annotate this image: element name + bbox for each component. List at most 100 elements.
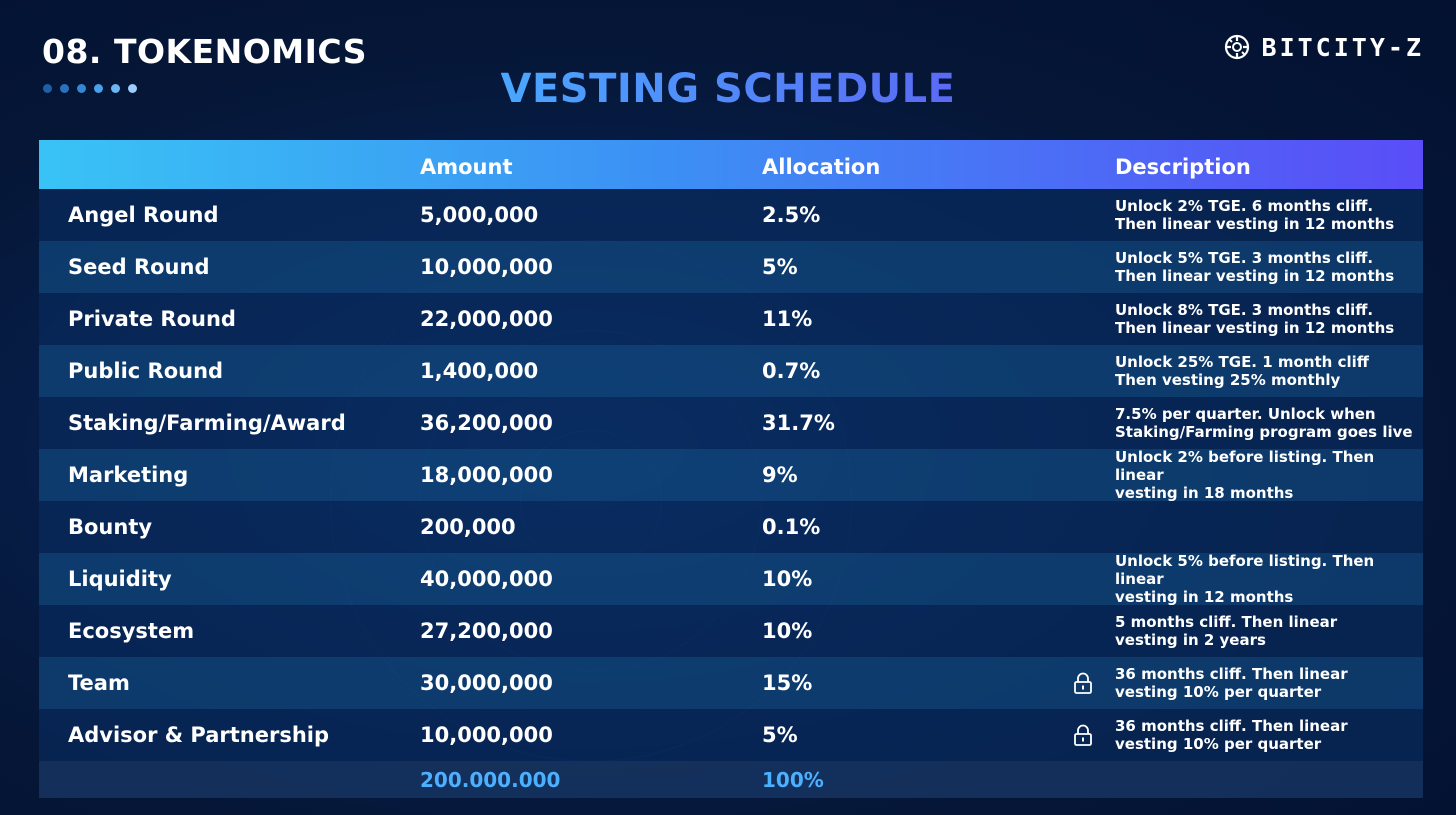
title-dot (77, 84, 86, 93)
row-amount: 40,000,000 (420, 567, 553, 591)
brand-name: BITCITY-Z (1261, 32, 1424, 62)
header-name (39, 140, 420, 189)
row-description: 36 months cliff. Then linear vesting 10% … (1067, 657, 1423, 709)
description-lines: 7.5% per quarter. Unlock when Staking/Far… (1115, 405, 1413, 441)
table-row: Public Round 1,400,000 0.7% Unlock 25% TGE.… (39, 345, 1423, 397)
header-description: Description (1115, 155, 1251, 179)
description-line-2: Then linear vesting in 12 months (1115, 267, 1395, 285)
row-amount: 10,000,000 (420, 255, 553, 279)
description-line-1: Unlock 25% TGE. 1 month cliff (1115, 353, 1369, 371)
description-line-1: Unlock 5% before listing. Then linear (1115, 552, 1375, 588)
total-description-cell (1067, 761, 1423, 798)
brand-logo: BITCITY-Z (1222, 32, 1424, 62)
description-line-2: vesting 10% per quarter (1115, 735, 1322, 753)
row-allocation: 15% (762, 671, 813, 695)
description-line-1: 5 months cliff. Then linear (1115, 613, 1338, 631)
row-allocation: 9% (762, 463, 798, 487)
table-row: Team 30,000,000 15% 36 months cliff. Then l… (39, 657, 1423, 709)
row-name: Staking/Farming/Award (68, 411, 346, 435)
row-allocation: 11% (762, 307, 813, 331)
row-name: Seed Round (68, 255, 210, 279)
row-name: Advisor & Partnership (68, 723, 330, 747)
total-amount: 200.000.000 (420, 767, 561, 792)
table-row: Staking/Farming/Award 36,200,000 31.7% 7.5%… (39, 397, 1423, 449)
table-row: Seed Round 10,000,000 5% Unlock 5% TGE. 3 m… (39, 241, 1423, 293)
title-dot (94, 84, 103, 93)
table-body: Angel Round 5,000,000 2.5% Unlock 2% TGE. 6… (39, 189, 1423, 761)
row-description (1067, 501, 1423, 553)
subtitle-text: VESTING SCHEDULE (500, 66, 956, 112)
description-line-1: 36 months cliff. Then linear (1115, 717, 1348, 735)
row-allocation: 0.1% (762, 515, 821, 539)
row-name: Team (68, 671, 130, 695)
description-line-1: Unlock 8% TGE. 3 months cliff. (1115, 301, 1374, 319)
row-description: Unlock 5% TGE. 3 months cliff. Then linea… (1067, 241, 1423, 293)
description-lines: Unlock 8% TGE. 3 months cliff. Then linea… (1115, 301, 1394, 337)
title-dot (43, 84, 52, 93)
lock-icon (1074, 724, 1092, 746)
row-allocation: 10% (762, 567, 813, 591)
table-row: Angel Round 5,000,000 2.5% Unlock 2% TGE. 6… (39, 189, 1423, 241)
row-name: Public Round (68, 359, 224, 383)
row-allocation: 31.7% (762, 411, 835, 435)
description-line-1: Unlock 2% before listing. Then linear (1115, 448, 1375, 484)
description-lines: Unlock 5% before listing. Then linear ves… (1115, 552, 1423, 606)
row-amount: 27,200,000 (420, 619, 553, 643)
total-label-cell (39, 761, 420, 798)
description-lines: Unlock 2% TGE. 6 months cliff. Then linea… (1115, 197, 1394, 233)
description-line-2: Then linear vesting in 12 months (1115, 215, 1395, 233)
row-name: Marketing (68, 463, 189, 487)
row-description: 5 months cliff. Then linear vesting in 2 … (1067, 605, 1423, 657)
description-lines: 36 months cliff. Then linear vesting 10% … (1115, 717, 1348, 753)
title-dots (43, 84, 137, 93)
row-description: Unlock 2% before listing. Then linear ves… (1067, 448, 1423, 502)
vesting-table: Amount Allocation Description Angel Roun… (39, 140, 1423, 798)
table-row: Ecosystem 27,200,000 10% 5 months cliff. Th… (39, 605, 1423, 657)
description-line-2: vesting in 12 months (1115, 588, 1294, 606)
row-allocation: 5% (762, 255, 798, 279)
row-name: Liquidity (68, 567, 172, 591)
row-amount: 30,000,000 (420, 671, 553, 695)
description-lines: Unlock 2% before listing. Then linear ves… (1115, 448, 1423, 502)
description-lines: 36 months cliff. Then linear vesting 10% … (1115, 665, 1348, 701)
row-description: Unlock 8% TGE. 3 months cliff. Then linea… (1067, 293, 1423, 345)
description-line-2: vesting in 2 years (1115, 631, 1266, 649)
description-line-1: Unlock 5% TGE. 3 months cliff. (1115, 249, 1374, 267)
table-row: Private Round 22,000,000 11% Unlock 8% TGE.… (39, 293, 1423, 345)
description-line-2: vesting 10% per quarter (1115, 683, 1322, 701)
description-lines: Unlock 5% TGE. 3 months cliff. Then linea… (1115, 249, 1394, 285)
row-description: Unlock 5% before listing. Then linear ves… (1067, 552, 1423, 606)
row-allocation: 5% (762, 723, 798, 747)
row-description: 36 months cliff. Then linear vesting 10% … (1067, 709, 1423, 761)
row-description: 7.5% per quarter. Unlock when Staking/Far… (1067, 397, 1423, 449)
row-name: Ecosystem (68, 619, 195, 643)
header-allocation: Allocation (762, 155, 881, 179)
table-row: Bounty 200,000 0.1% (39, 501, 1423, 553)
section-subtitle: VESTING SCHEDULE (0, 64, 1456, 114)
row-amount: 36,200,000 (420, 411, 553, 435)
lock-icon (1074, 672, 1092, 694)
row-name: Angel Round (68, 203, 219, 227)
row-description: Unlock 2% TGE. 6 months cliff. Then linea… (1067, 189, 1423, 241)
description-lines: Unlock 25% TGE. 1 month cliff Then vestin… (1115, 353, 1369, 389)
table-row: Advisor & Partnership 10,000,000 5% 36 mont… (39, 709, 1423, 761)
header-amount: Amount (420, 155, 513, 179)
table-row: Liquidity 40,000,000 10% Unlock 5% before l… (39, 552, 1423, 606)
row-amount: 10,000,000 (420, 723, 553, 747)
title-dot (128, 84, 137, 93)
row-amount: 1,400,000 (420, 359, 539, 383)
row-amount: 5,000,000 (420, 203, 539, 227)
total-allocation: 100% (762, 767, 824, 792)
description-line-1: 7.5% per quarter. Unlock when (1115, 405, 1376, 423)
table-total-row: 200.000.000 100% (39, 761, 1423, 798)
row-allocation: 0.7% (762, 359, 821, 383)
description-line-2: Staking/Farming program goes live (1115, 423, 1413, 441)
description-lines: 5 months cliff. Then linear vesting in 2 … (1115, 613, 1337, 649)
description-line-2: Then linear vesting in 12 months (1115, 319, 1395, 337)
row-allocation: 10% (762, 619, 813, 643)
row-allocation: 2.5% (762, 203, 821, 227)
row-name: Bounty (68, 515, 153, 539)
table-row: Marketing 18,000,000 9% Unlock 2% before li… (39, 448, 1423, 502)
row-amount: 18,000,000 (420, 463, 553, 487)
row-description: Unlock 25% TGE. 1 month cliff Then vestin… (1067, 345, 1423, 397)
